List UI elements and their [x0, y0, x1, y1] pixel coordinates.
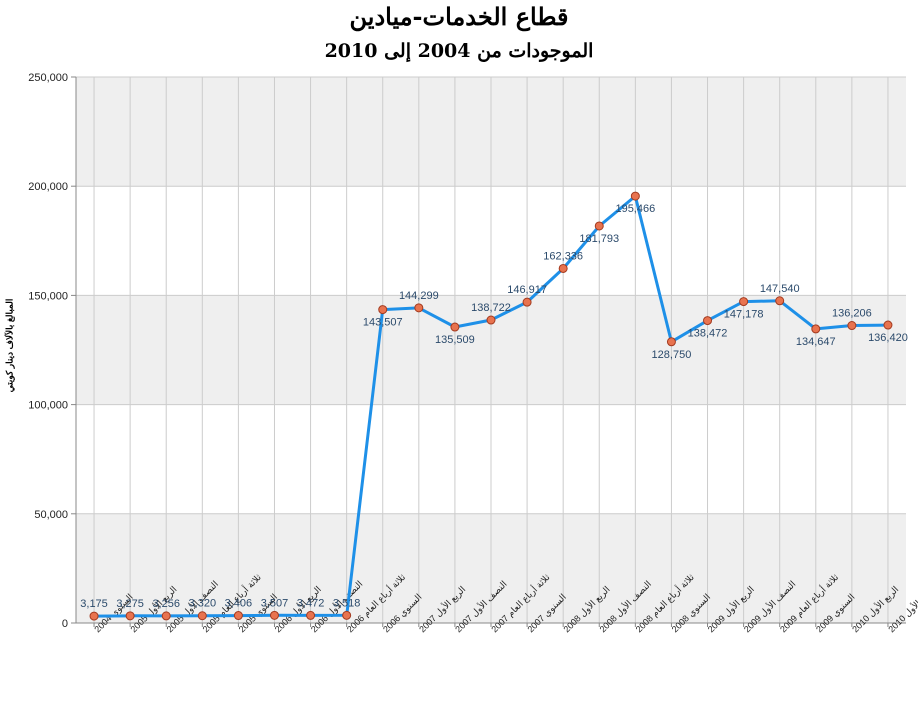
data-label: 143,507: [363, 317, 403, 329]
data-label: 3,256: [152, 598, 180, 610]
data-point: [269, 610, 279, 620]
data-point: [847, 321, 857, 331]
y-tick-label: 100,000: [28, 400, 68, 412]
y-tick-label: 200,000: [28, 181, 68, 193]
data-point: [342, 610, 352, 620]
data-point: [522, 297, 532, 307]
data-point: [306, 610, 316, 620]
data-label: 195,466: [615, 203, 655, 215]
data-point: [89, 611, 99, 621]
data-point: [739, 297, 749, 307]
data-label: 3,275: [116, 598, 144, 610]
data-point: [811, 324, 821, 334]
data-point: [883, 320, 893, 330]
data-label: 162,336: [543, 250, 583, 262]
data-point: [125, 611, 135, 621]
data-point: [630, 191, 640, 201]
data-label: 147,540: [760, 283, 800, 295]
data-point: [233, 611, 243, 621]
data-point: [486, 315, 496, 325]
data-point: [558, 263, 568, 273]
data-point: [594, 221, 604, 231]
data-point: [161, 611, 171, 621]
data-label: 128,750: [652, 349, 692, 361]
data-point: [775, 296, 785, 306]
data-label: 3,406: [225, 598, 253, 610]
data-label: 138,472: [688, 328, 728, 340]
y-tick-label: 0: [62, 618, 68, 630]
data-label: 3,320: [189, 598, 217, 610]
data-point: [703, 316, 713, 326]
data-label: 138,722: [471, 302, 511, 314]
chart-subtitle: الموجودات من 2004 إلى 2010: [324, 40, 594, 62]
data-label: 135,509: [435, 334, 475, 346]
y-tick-label: 250,000: [28, 72, 68, 84]
data-label: 146,917: [507, 284, 547, 296]
data-label: 144,299: [399, 290, 439, 302]
data-label: 3,518: [333, 597, 361, 609]
data-label: 136,420: [868, 332, 908, 344]
data-label: 3,507: [261, 597, 289, 609]
data-point: [197, 611, 207, 621]
data-label: 134,647: [796, 336, 836, 348]
y-tick-label: 150,000: [28, 290, 68, 302]
data-point: [666, 337, 676, 347]
data-label: 3,472: [297, 597, 325, 609]
data-point: [450, 322, 460, 332]
data-label: 136,206: [832, 308, 872, 320]
y-tick-label: 50,000: [34, 509, 68, 521]
data-label: 147,178: [724, 309, 764, 321]
data-point: [414, 303, 424, 313]
data-label: 3,175: [80, 598, 108, 610]
data-point: [378, 305, 388, 315]
data-label: 181,793: [579, 233, 619, 245]
chart-title: قطاع الخدمات-ميادين: [349, 2, 569, 31]
